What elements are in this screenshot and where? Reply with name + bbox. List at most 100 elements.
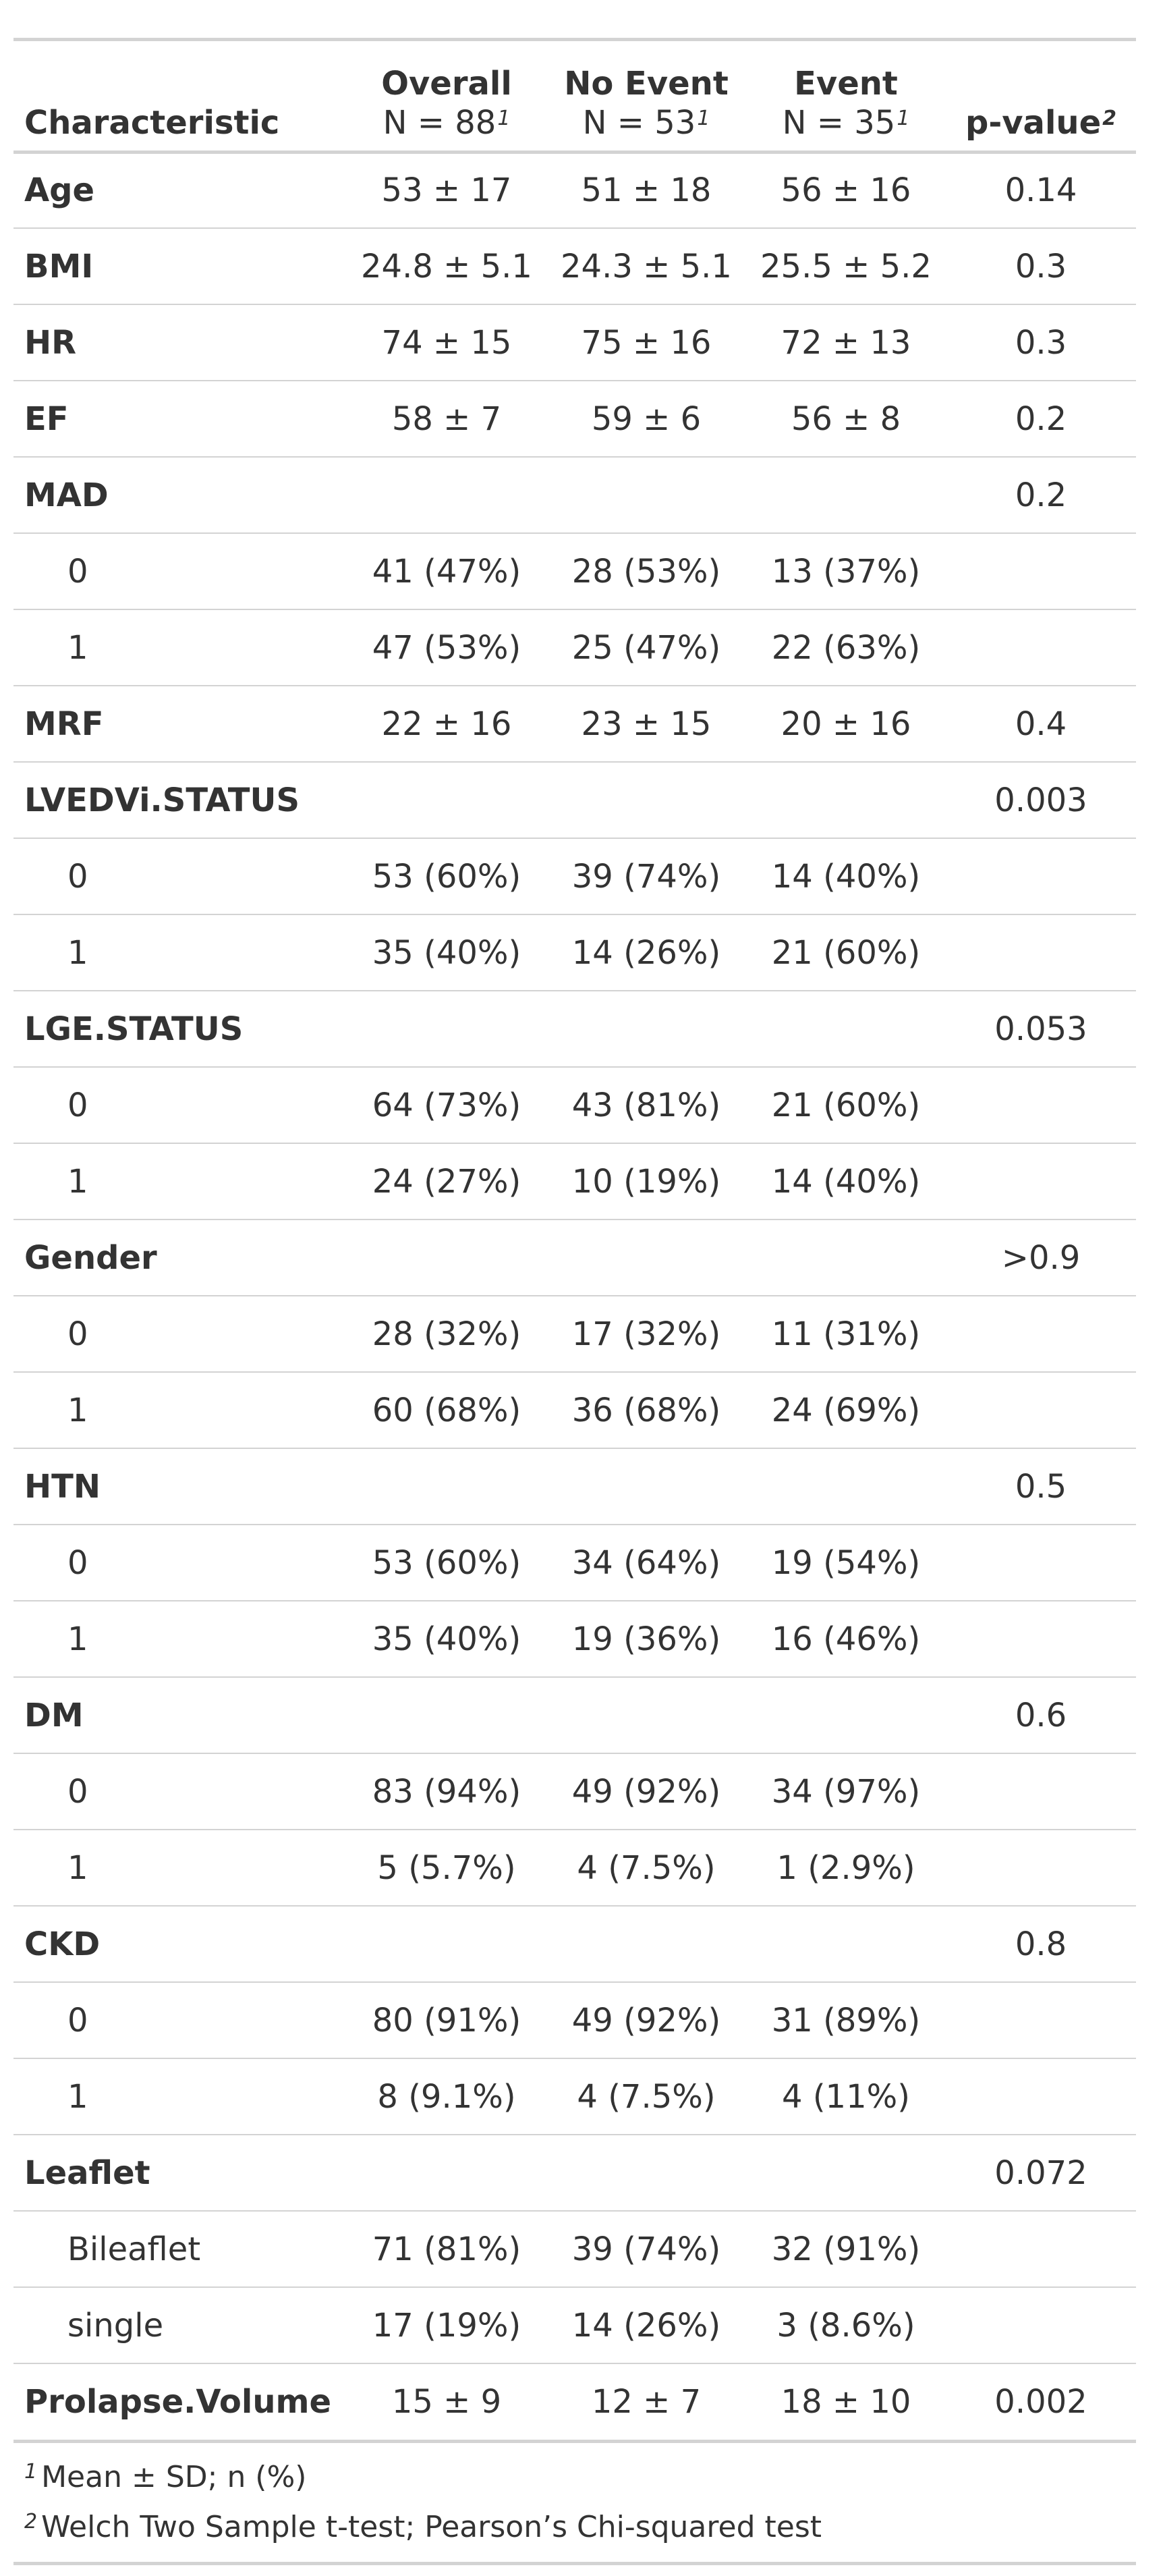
table-bottom-rule (13, 2562, 1136, 2565)
row-label: BMI (13, 228, 347, 305)
row-label: 1 (13, 1830, 347, 1907)
cell-event: 21 (60%) (746, 1067, 946, 1144)
cell-overall: 35 (40%) (347, 1601, 546, 1678)
cell-event: 14 (40%) (746, 1143, 946, 1220)
row-label: Leaflet (13, 2135, 347, 2212)
table-footnotes: 1 Mean ± SD; n (%) 2 Welch Two Sample t-te… (13, 2440, 1136, 2562)
row-label: Prolapse.Volume (24, 2383, 332, 2421)
cell-no-event: 39 (74%) (546, 2211, 746, 2288)
summary-table: Characteristic Overall N = 881 No Event … (13, 41, 1136, 2440)
cell-no-event (546, 457, 746, 534)
row-label: 0 (13, 533, 347, 610)
cell-p-value (946, 1067, 1136, 1144)
overall-header-label: Overall (381, 64, 512, 103)
cell-event: 4 (11%) (746, 2058, 946, 2135)
cell-p-value: 0.002 (994, 2383, 1087, 2421)
table-row-level: 1 24 (27%) 10 (19%) 14 (40%) (13, 1143, 1136, 1220)
cell-p-value (946, 609, 1136, 686)
cell-overall (347, 2135, 546, 2212)
cell-overall: 5 (5.7%) (347, 1830, 546, 1907)
table-row-level: 0 28 (32%) 17 (32%) 11 (31%) (13, 1296, 1136, 1373)
cell-overall: 71 (81%) (347, 2211, 546, 2288)
cell-overall: 64 (73%) (347, 1067, 546, 1144)
cell-event: 24 (69%) (746, 1372, 946, 1449)
row-label: 1 (13, 1143, 347, 1220)
cell-no-event: 19 (36%) (546, 1601, 746, 1678)
cell-p-value: 0.3 (946, 228, 1136, 305)
cell-overall: 53 (60%) (347, 1525, 546, 1601)
cell-event (746, 2135, 946, 2212)
cell-overall: 22 ± 16 (347, 686, 546, 763)
cell-no-event: 49 (92%) (546, 1753, 746, 1830)
cell-no-event (546, 1677, 746, 1754)
row-label: DM (13, 1677, 347, 1754)
cell-p-value (946, 838, 1136, 915)
cell-p-value (946, 2211, 1136, 2288)
row-label: HTN (13, 1448, 347, 1525)
table-row-level: 1 35 (40%) 19 (36%) 16 (46%) (13, 1601, 1136, 1678)
row-label: EF (13, 381, 347, 458)
no-event-n-text: N = 53 (582, 103, 696, 142)
cell-no-event: 59 ± 6 (546, 381, 746, 458)
cell-no-event (546, 2135, 746, 2212)
event-footnote-mark: 1 (897, 106, 910, 130)
cell-overall: 24.8 ± 5.1 (347, 228, 546, 305)
cell-p-value (946, 2058, 1136, 2135)
table-row-level: Bileaflet 71 (81%) 39 (74%) 32 (91%) (13, 2211, 1136, 2288)
table-row-variable: DM 0.6 (13, 1677, 1136, 1754)
no-event-header-n: N = 531 (546, 103, 746, 142)
table-row-variable: HR 74 ± 15 75 ± 16 72 ± 13 0.3 (13, 304, 1136, 381)
row-label: 1 (13, 914, 347, 991)
cell-event (746, 991, 946, 1068)
cell-event: 56 ± 8 (746, 381, 946, 458)
cell-event (746, 1220, 946, 1296)
event-header-label: Event (794, 64, 898, 103)
row-label: LGE.STATUS (13, 991, 347, 1068)
cell-p-value: 0.4 (946, 686, 1136, 763)
cell-event (746, 762, 946, 839)
cell-p-value (946, 914, 1136, 991)
table-header: Characteristic Overall N = 881 No Event … (13, 41, 1136, 154)
cell-no-event: 10 (19%) (546, 1143, 746, 1220)
cell-overall (347, 1677, 546, 1754)
cell-no-event: 17 (32%) (546, 1296, 746, 1373)
cell-no-event: 14 (26%) (546, 2287, 746, 2364)
cell-p-value: 0.072 (946, 2135, 1136, 2212)
overall-n-text: N = 88 (382, 103, 497, 142)
cell-no-event: 4 (7.5%) (546, 2058, 746, 2135)
table-row-level: 1 35 (40%) 14 (26%) 21 (60%) (13, 914, 1136, 991)
footnote-2-text: Welch Two Sample t-test; Pearson’s Chi-s… (41, 2510, 822, 2544)
cell-p-value (946, 1143, 1136, 1220)
cell-no-event: 43 (81%) (546, 1067, 746, 1144)
cell-p-value (946, 1753, 1136, 1830)
cell-event: 21 (60%) (746, 914, 946, 991)
cell-event (746, 1677, 946, 1754)
row-label: 1 (13, 1601, 347, 1678)
cell-p-value: 0.8 (946, 1906, 1136, 1983)
footnote-1-text: Mean ± SD; n (%) (41, 2460, 307, 2494)
cell-no-event (546, 1220, 746, 1296)
table-row-level: 0 41 (47%) 28 (53%) 13 (37%) (13, 533, 1136, 610)
cell-event (746, 1448, 946, 1525)
no-event-header-label: No Event (564, 64, 729, 103)
footnote-1: 1 Mean ± SD; n (%) (13, 2452, 1136, 2502)
cell-no-event (546, 1448, 746, 1525)
overall-header: Overall N = 881 (347, 41, 546, 154)
no-event-footnote-mark: 1 (697, 106, 710, 130)
cell-p-value (946, 2287, 1136, 2364)
cell-p-value: 0.003 (946, 762, 1136, 839)
cell-no-event: 25 (47%) (546, 609, 746, 686)
cell-overall: 41 (47%) (347, 533, 546, 610)
table-row-level: single 17 (19%) 14 (26%) 3 (8.6%) (13, 2287, 1136, 2364)
cell-p-value: 0.2 (946, 457, 1136, 534)
characteristic-header: Characteristic (13, 41, 347, 154)
cell-event: 32 (91%) (746, 2211, 946, 2288)
cell-overall: 53 ± 17 (347, 152, 546, 229)
cell-overall (347, 762, 546, 839)
cell-p-value (946, 1525, 1136, 1601)
cell-overall: 24 (27%) (347, 1143, 546, 1220)
cell-no-event: 12 ± 7 (591, 2383, 702, 2421)
cell-no-event (546, 762, 746, 839)
cell-p-value: 0.5 (946, 1448, 1136, 1525)
